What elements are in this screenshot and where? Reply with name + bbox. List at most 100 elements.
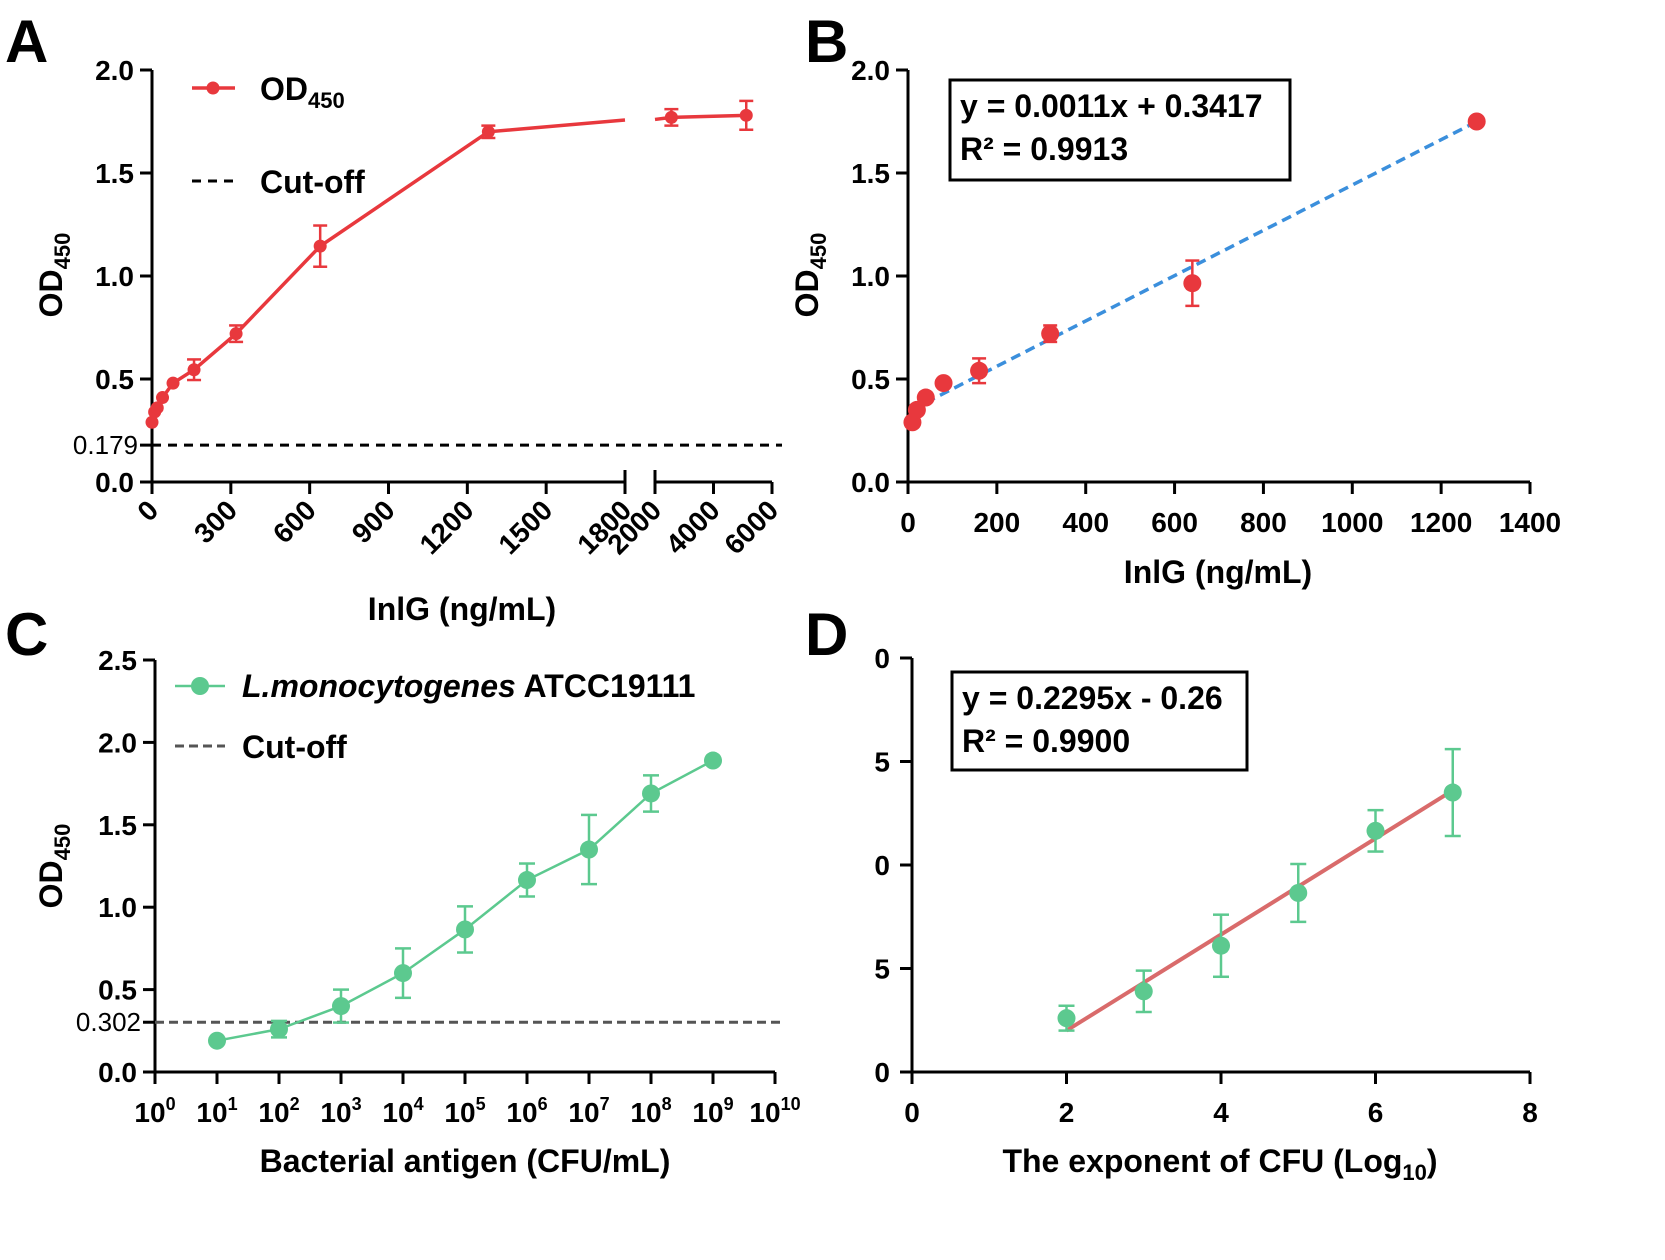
x-tick-label: 1500 bbox=[492, 494, 558, 560]
legend-cutoff-label: Cut-off bbox=[242, 729, 347, 765]
x-axis-label: InlG (ng/mL) bbox=[1124, 554, 1312, 590]
data-point bbox=[934, 374, 953, 393]
y-tick-label: 0.5 bbox=[851, 364, 890, 395]
x-tick-label: 4 bbox=[1213, 1097, 1229, 1128]
y-tick-label: 1.0 bbox=[98, 892, 137, 923]
x-tick-label: 4000 bbox=[660, 494, 726, 560]
fit-r-squared: R² = 0.9913 bbox=[960, 131, 1128, 167]
fit-r-squared: R² = 0.9900 bbox=[962, 723, 1130, 759]
x-tick-label: 106 bbox=[506, 1094, 547, 1128]
x-tick-label: 1010 bbox=[749, 1094, 800, 1128]
x-tick-label: 107 bbox=[568, 1094, 609, 1128]
data-point bbox=[642, 784, 660, 803]
x-tick-label: 900 bbox=[346, 494, 401, 549]
y-tick-label: 2.5 bbox=[98, 645, 137, 676]
panel-letter-c: C bbox=[5, 601, 48, 668]
data-point bbox=[1212, 936, 1230, 955]
data-point bbox=[580, 840, 598, 859]
x-tick-label: 2 bbox=[1059, 1097, 1075, 1128]
x-tick-label: 8 bbox=[1522, 1097, 1538, 1128]
y-tick-label: 0 bbox=[874, 850, 890, 881]
data-point bbox=[313, 239, 327, 253]
x-tick-label: 600 bbox=[267, 494, 322, 549]
x-tick-label: 400 bbox=[1062, 507, 1109, 538]
y-tick-label: 2.0 bbox=[98, 727, 137, 758]
data-point bbox=[456, 920, 474, 939]
x-tick-label: 200 bbox=[973, 507, 1020, 538]
panel-letter-b: B bbox=[805, 8, 848, 75]
legend-series-marker bbox=[206, 81, 220, 95]
x-tick-label: 1200 bbox=[414, 494, 480, 560]
y-axis-label: OD450 bbox=[33, 233, 75, 318]
data-point bbox=[1366, 821, 1385, 840]
x-tick-label: 1000 bbox=[1321, 507, 1383, 538]
x-tick-label: 104 bbox=[382, 1094, 423, 1128]
data-point bbox=[145, 415, 159, 429]
legend-series-label: OD450 bbox=[260, 71, 345, 113]
fit-line bbox=[1065, 788, 1454, 1033]
data-point bbox=[229, 327, 243, 341]
data-point bbox=[916, 388, 935, 407]
x-tick-label: 0 bbox=[904, 1097, 920, 1128]
x-axis-label: The exponent of CFU (Log10) bbox=[1002, 1143, 1437, 1185]
x-tick-label: 0 bbox=[900, 507, 916, 538]
x-tick-label: 1400 bbox=[1499, 507, 1561, 538]
data-point bbox=[739, 108, 753, 122]
y-tick-label: 2.0 bbox=[95, 55, 134, 86]
chart-panel-b: 0.0 0.5 1.0 1.5 2.0 0 200 400 600 800 1000 1200 1400… bbox=[789, 55, 1561, 590]
legend-cutoff-label: Cut-off bbox=[260, 164, 365, 200]
x-tick-label: 800 bbox=[1240, 507, 1287, 538]
x-axis-label: Bacterial antigen (CFU/mL) bbox=[260, 1143, 671, 1179]
series-line-segment-1 bbox=[150, 118, 626, 423]
x-tick-label: 1200 bbox=[1410, 507, 1472, 538]
y-tick-label-cutoff: 0.302 bbox=[76, 1007, 141, 1037]
data-point bbox=[394, 964, 412, 983]
y-tick-label: 1.0 bbox=[95, 261, 134, 292]
y-tick-label-cutoff: 0.179 bbox=[73, 430, 138, 460]
data-point bbox=[150, 401, 164, 415]
y-tick-label: 1.5 bbox=[98, 810, 137, 841]
data-point bbox=[1183, 274, 1202, 293]
data-point bbox=[187, 363, 201, 377]
y-tick-label: 0 bbox=[874, 1057, 890, 1088]
data-point bbox=[270, 1020, 288, 1039]
y-tick-label: 0.5 bbox=[98, 975, 137, 1006]
data-point bbox=[907, 400, 926, 419]
x-tick-label: 600 bbox=[1151, 507, 1198, 538]
data-point bbox=[664, 110, 678, 124]
series-line bbox=[216, 759, 714, 1042]
data-point bbox=[1041, 324, 1060, 343]
panel-letter-d: D bbox=[805, 601, 848, 668]
x-tick-label: 105 bbox=[444, 1094, 485, 1128]
data-point bbox=[156, 391, 170, 405]
y-tick-label: 5 bbox=[874, 954, 890, 985]
data-point bbox=[1467, 112, 1486, 131]
x-tick-label: 6 bbox=[1368, 1097, 1384, 1128]
equation-box bbox=[950, 670, 1249, 772]
data-point bbox=[1057, 1009, 1076, 1028]
y-tick-label: 0.0 bbox=[95, 467, 134, 498]
fit-line bbox=[924, 120, 1478, 405]
data-point bbox=[208, 1031, 226, 1050]
x-tick-label: 0 bbox=[131, 494, 164, 527]
data-point bbox=[1443, 783, 1462, 802]
y-tick-label: 0.0 bbox=[98, 1057, 137, 1088]
data-point bbox=[332, 997, 350, 1016]
data-point bbox=[704, 751, 722, 770]
x-tick-label: 102 bbox=[258, 1094, 299, 1128]
x-tick-label: 300 bbox=[188, 494, 243, 549]
legend-series-label: L.monocytogenes ATCC19111 bbox=[242, 668, 695, 704]
panel-letter-a: A bbox=[5, 8, 48, 75]
y-tick-label: 1.0 bbox=[851, 261, 890, 292]
fit-equation: y = 0.2295x - 0.26 bbox=[962, 680, 1223, 716]
chart-panel-c: 0.0 0.5 1.0 1.5 2.0 2.5 0.302 100 101 102 103 104 10… bbox=[33, 645, 801, 1179]
x-tick-label: 6000 bbox=[718, 494, 784, 560]
x-tick-label: 108 bbox=[630, 1094, 671, 1128]
data-point bbox=[1134, 982, 1153, 1001]
y-tick-label: 0.5 bbox=[95, 364, 134, 395]
x-axis-label: InlG (ng/mL) bbox=[368, 591, 556, 627]
data-point bbox=[970, 361, 989, 380]
